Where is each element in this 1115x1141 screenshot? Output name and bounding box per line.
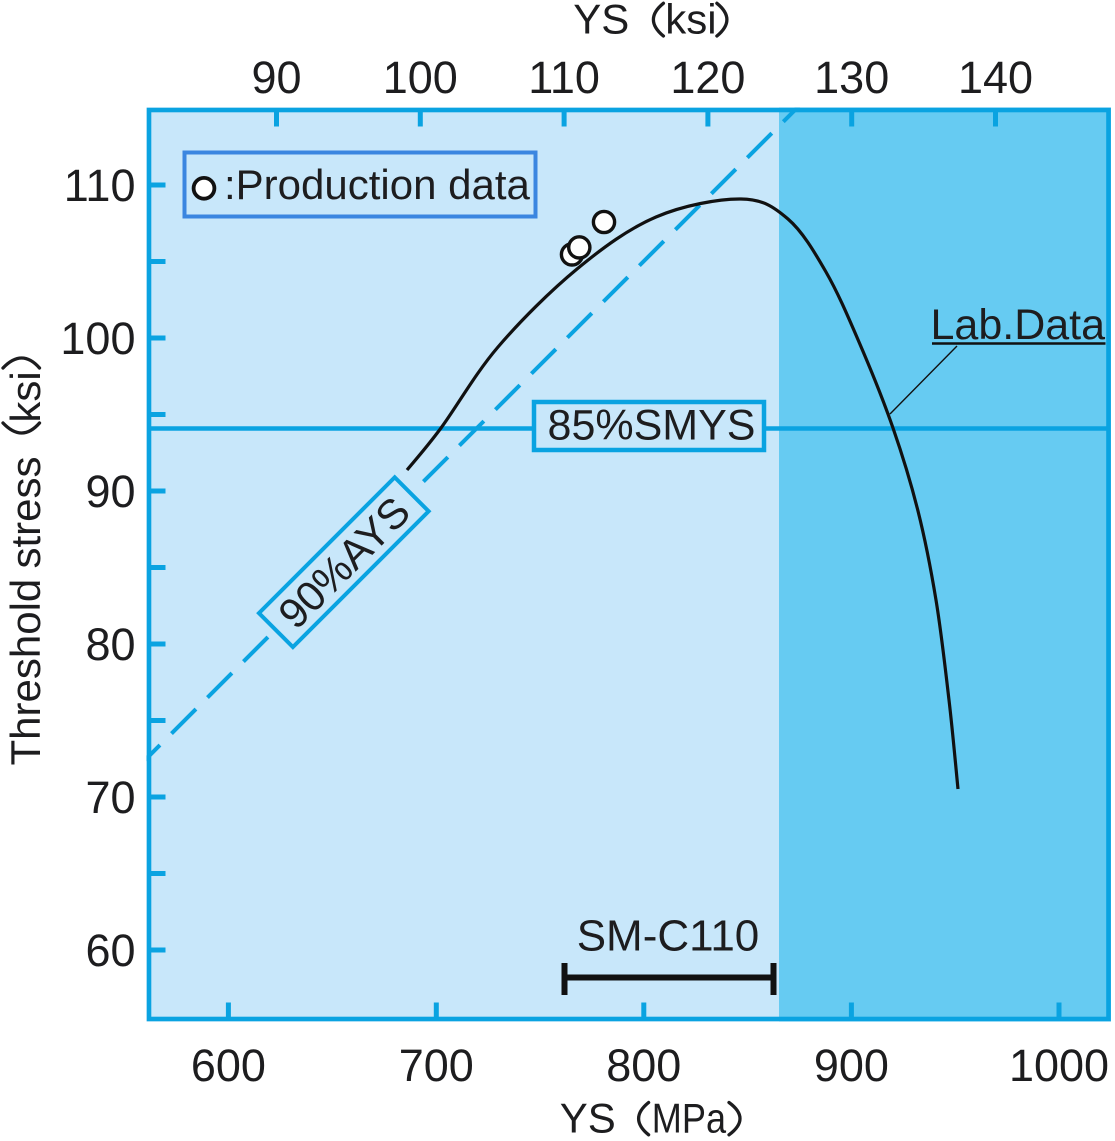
svg-text:YS: YS bbox=[560, 1094, 616, 1141]
svg-text:120: 120 bbox=[670, 52, 745, 103]
svg-text:ksi: ksi bbox=[665, 0, 716, 42]
svg-text:900: 900 bbox=[814, 1040, 889, 1091]
svg-text:ksi: ksi bbox=[2, 371, 49, 422]
svg-text:90: 90 bbox=[251, 52, 301, 103]
svg-text:60: 60 bbox=[85, 925, 135, 976]
svg-text:140: 140 bbox=[958, 52, 1033, 103]
svg-text:Threshold: Threshold bbox=[2, 579, 49, 766]
svg-text:1000: 1000 bbox=[1009, 1040, 1109, 1091]
svg-text::Production data: :Production data bbox=[224, 161, 531, 208]
svg-text:MPa: MPa bbox=[652, 1096, 726, 1141]
svg-text:100: 100 bbox=[383, 52, 458, 103]
svg-text:80: 80 bbox=[85, 619, 135, 670]
svg-text:110: 110 bbox=[528, 52, 600, 103]
svg-text:100: 100 bbox=[60, 313, 135, 364]
svg-text:130: 130 bbox=[814, 52, 889, 103]
svg-text:800: 800 bbox=[606, 1040, 681, 1091]
svg-text:600: 600 bbox=[191, 1040, 266, 1091]
svg-text:stress: stress bbox=[2, 456, 49, 568]
svg-text:Lab.Data: Lab.Data bbox=[931, 301, 1106, 349]
svg-text:YS: YS bbox=[573, 0, 629, 42]
svg-text:70: 70 bbox=[85, 772, 135, 823]
svg-text:90: 90 bbox=[85, 466, 135, 517]
svg-text:85%SMYS: 85%SMYS bbox=[548, 402, 756, 450]
svg-text:110: 110 bbox=[64, 160, 136, 211]
svg-text:SM-C110: SM-C110 bbox=[577, 912, 760, 961]
svg-text:700: 700 bbox=[399, 1040, 474, 1091]
